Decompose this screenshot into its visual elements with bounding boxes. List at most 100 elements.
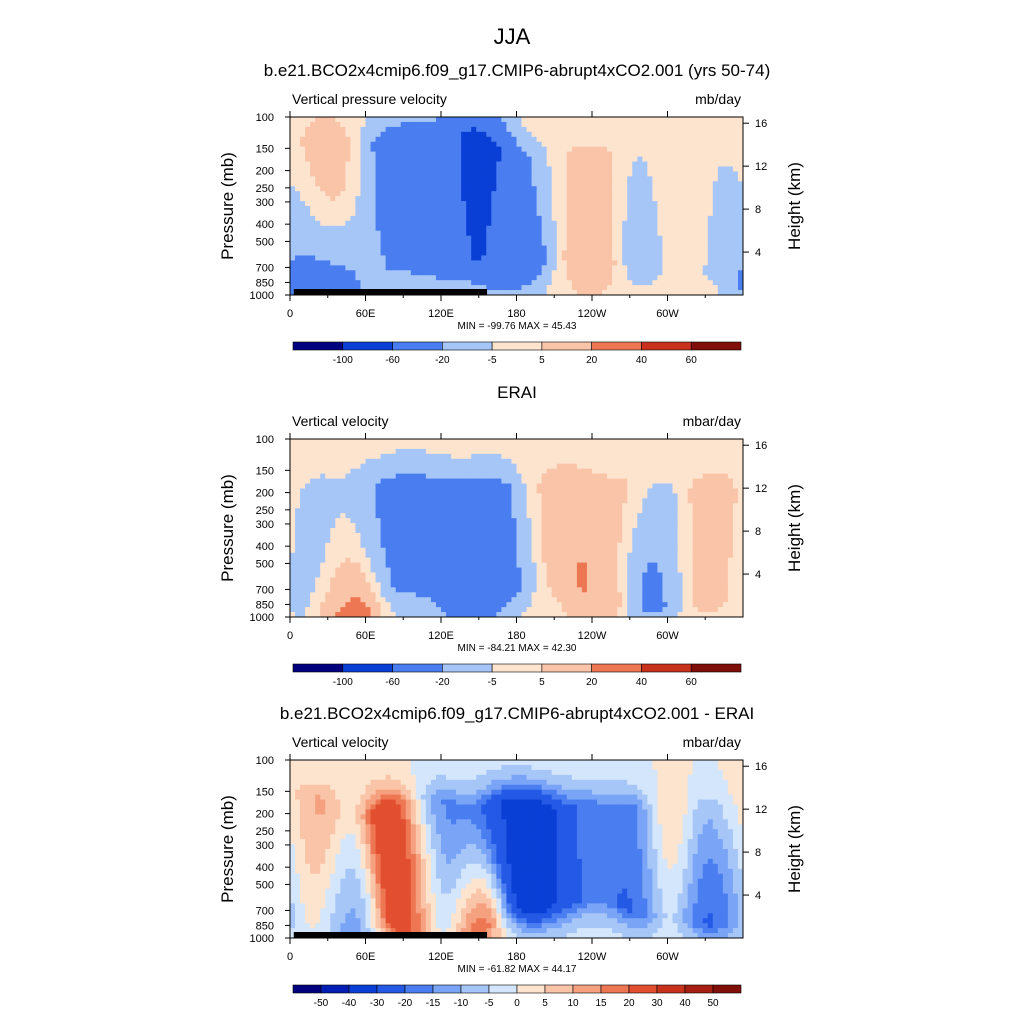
field-cell [410, 528, 417, 534]
field-cell [652, 255, 659, 261]
field-cell [476, 542, 482, 549]
field-cell [300, 572, 306, 579]
field-cell [400, 493, 407, 499]
field-cell [617, 275, 623, 281]
field-cell [672, 230, 679, 237]
field-cell [325, 572, 331, 579]
field-cell [370, 121, 377, 128]
field-cell [310, 265, 316, 271]
field-cell [355, 508, 362, 514]
field-cell [430, 468, 437, 475]
field-cell [737, 240, 743, 247]
field-cell [667, 146, 674, 153]
field-cell [295, 458, 301, 465]
field-cell [410, 439, 417, 445]
field-cell [430, 582, 437, 588]
field-cell [425, 448, 432, 455]
field-cell [360, 567, 367, 574]
field-cell [315, 210, 321, 217]
field-cell [546, 191, 553, 197]
field-cell [476, 612, 482, 617]
field-cell [571, 176, 578, 182]
field-cell [662, 290, 669, 295]
field-cell [390, 572, 397, 579]
field-cell [370, 443, 377, 450]
field-cell [652, 245, 659, 252]
field-cell [461, 567, 467, 574]
field-cell [315, 468, 321, 475]
field-cell [295, 577, 301, 583]
field-cell [561, 250, 568, 257]
field-cell [435, 171, 442, 177]
field-cell [546, 225, 553, 232]
field-cell [682, 191, 689, 197]
field-cell [607, 220, 613, 227]
field-cell [722, 136, 729, 143]
field-cell [652, 220, 659, 227]
field-cell [702, 206, 709, 212]
field-cell [536, 245, 543, 252]
field-cell [325, 523, 331, 529]
field-cell [330, 562, 336, 569]
field-cell [476, 473, 482, 480]
field-cell [516, 478, 523, 485]
field-cell [345, 141, 351, 148]
field-cell [536, 201, 543, 207]
field-cell [516, 245, 523, 252]
field-cell [501, 280, 508, 286]
field-cell [697, 136, 704, 143]
field-cell [410, 463, 417, 470]
field-cell [400, 121, 407, 128]
field-cell [451, 518, 457, 524]
field-cell [526, 146, 533, 153]
field-cell [506, 245, 513, 252]
field-cell [657, 220, 664, 227]
field-cell [607, 196, 613, 202]
field-cell [491, 290, 497, 295]
field-cell [400, 577, 407, 583]
field-cell [441, 245, 447, 252]
field-cell [511, 260, 518, 266]
field-cell [300, 121, 306, 128]
field-cell [501, 255, 508, 261]
field-cell [290, 156, 296, 163]
field-cell [516, 453, 523, 460]
field-cell [531, 220, 538, 227]
field-cell [617, 250, 623, 257]
field-cell [415, 602, 422, 608]
field-cell [300, 275, 306, 281]
field-cell [612, 250, 618, 257]
field-cell [395, 612, 402, 617]
field-cell [597, 186, 603, 192]
field-cell [506, 488, 513, 494]
field-cell [385, 270, 392, 276]
field-cell [380, 453, 387, 460]
field-cell [410, 607, 417, 613]
field-cell [305, 161, 311, 168]
field-cell [425, 508, 432, 514]
field-cell [712, 215, 719, 222]
field-cell [541, 186, 548, 192]
field-cell [466, 577, 472, 583]
field-cell [370, 587, 377, 593]
field-cell [420, 483, 427, 490]
field-cell [380, 448, 387, 455]
field-cell [516, 607, 523, 613]
field-cell [581, 126, 588, 133]
field-cell [310, 488, 316, 494]
field-cell [682, 151, 689, 158]
field-cell [652, 260, 659, 266]
field-cell [642, 206, 648, 212]
field-cell [682, 210, 689, 217]
field-cell [310, 602, 316, 608]
field-cell [667, 250, 674, 257]
field-cell [581, 270, 588, 276]
field-cell [380, 532, 387, 539]
field-cell [305, 528, 311, 534]
field-cell [360, 458, 367, 465]
field-cell [365, 235, 372, 242]
field-cell [521, 473, 528, 480]
field-cell [632, 265, 638, 271]
field-cell [400, 483, 407, 490]
field-cell [350, 552, 357, 559]
